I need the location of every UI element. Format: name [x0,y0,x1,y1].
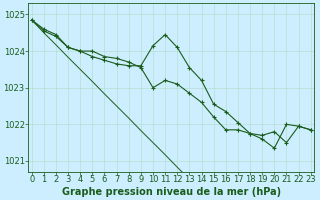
X-axis label: Graphe pression niveau de la mer (hPa): Graphe pression niveau de la mer (hPa) [62,187,281,197]
